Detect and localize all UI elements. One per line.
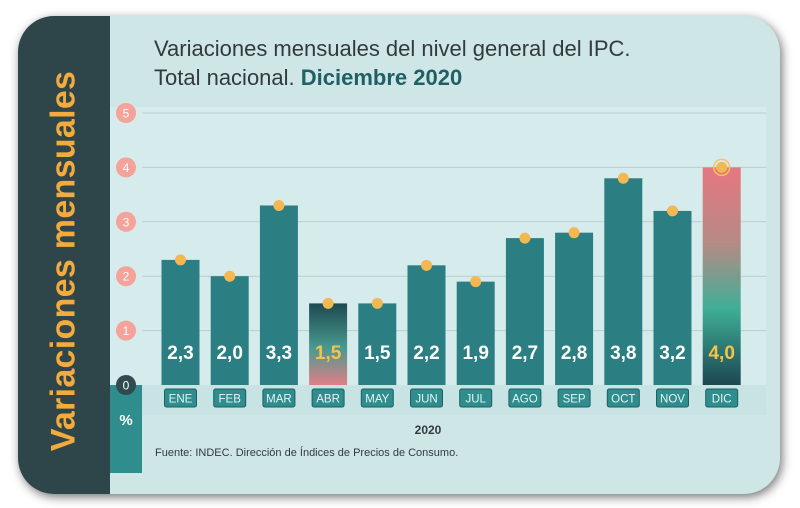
marker-dot xyxy=(568,227,580,239)
month-box xyxy=(606,388,640,408)
month-box xyxy=(557,388,591,408)
y-tick-label: 4 xyxy=(123,161,130,175)
marker-dot xyxy=(470,276,482,288)
x-tick-label: FEB xyxy=(219,394,242,406)
y-tick-label: 3 xyxy=(123,215,130,229)
value-label: 4,0 xyxy=(708,343,734,364)
bar-nov xyxy=(653,210,692,385)
bar-jun xyxy=(407,265,446,385)
x-tick-label: OCT xyxy=(611,394,635,406)
x-tick-label: AGO xyxy=(512,394,538,406)
month-box xyxy=(262,388,296,408)
bar-abr xyxy=(309,303,348,385)
marker-dot xyxy=(421,259,432,271)
bar-oct xyxy=(604,178,643,385)
value-label: 2,0 xyxy=(216,343,242,364)
marker-dot xyxy=(224,270,236,282)
y-tick-label: 0 xyxy=(123,379,130,393)
value-label: 1,5 xyxy=(315,343,342,364)
value-label: 1,9 xyxy=(462,343,488,364)
chart-title-line1: Variaciones mensuales del nivel general … xyxy=(154,36,631,61)
chart-title-line2-date: Diciembre 2020 xyxy=(300,65,463,90)
value-label: 2,3 xyxy=(167,343,193,364)
value-label: 3,3 xyxy=(266,343,292,364)
bar-mar xyxy=(259,205,298,385)
month-box xyxy=(213,388,247,408)
y-tick-bubble xyxy=(116,157,136,178)
x-tick-label: MAY xyxy=(365,394,389,406)
value-label: 2,2 xyxy=(413,343,439,364)
value-label: 2,7 xyxy=(512,343,538,364)
x-tick-label: JUL xyxy=(465,394,486,406)
marker-dot xyxy=(617,172,629,184)
marker-dot xyxy=(667,205,678,217)
month-box xyxy=(311,388,345,408)
bar-ago xyxy=(505,238,544,385)
bar-chart: % 0 1 2 3 4 5 2,3 ENE 2,0 FEB 3,3 MAR 1,5 ABR 1,5 MAY 2,2… xyxy=(110,103,766,473)
sidebar-panel: Variaciones mensuales xyxy=(18,16,110,494)
month-box xyxy=(164,388,197,408)
marker-dot xyxy=(175,254,186,266)
value-label: 3,2 xyxy=(659,343,685,364)
month-box xyxy=(656,388,689,408)
y-tick-label: 1 xyxy=(123,324,130,338)
x-axis-label: 2020 xyxy=(415,423,442,437)
bar-sep xyxy=(555,232,594,385)
value-label: 3,8 xyxy=(610,343,636,364)
chart-title-line2-prefix: Total nacional. xyxy=(154,65,295,90)
month-box xyxy=(705,388,739,408)
x-tick-label: ABR xyxy=(316,394,340,406)
y-tick-bubble xyxy=(116,320,136,341)
y-unit-label: % xyxy=(119,412,132,429)
source-note: Fuente: INDEC. Dirección de Índices de P… xyxy=(155,447,459,459)
bar-feb xyxy=(210,276,249,385)
y-tick-bubble xyxy=(116,103,136,123)
x-tick-label: DIC xyxy=(712,394,732,406)
x-tick-label: JUN xyxy=(415,394,437,406)
chart-title: Variaciones mensuales del nivel general … xyxy=(154,34,631,92)
x-tick-label: ENE xyxy=(169,394,193,406)
marker-dot xyxy=(716,161,728,173)
marker-dot xyxy=(273,199,285,211)
bar-may xyxy=(358,303,397,385)
month-box xyxy=(459,388,493,408)
marker-dot xyxy=(322,297,334,309)
y-tick-bubble xyxy=(116,266,136,287)
x-tick-label: MAR xyxy=(266,394,292,406)
month-box xyxy=(360,388,394,408)
value-label: 2,8 xyxy=(561,343,587,364)
month-box xyxy=(508,388,542,408)
y-tick-bubble xyxy=(116,375,136,395)
unit-column xyxy=(110,385,142,473)
x-tick-label: NOV xyxy=(660,394,685,406)
bar-jul xyxy=(456,281,495,385)
month-box xyxy=(410,388,443,408)
marker-ring-dic xyxy=(712,158,731,177)
marker-dot xyxy=(519,232,531,244)
value-label: 1,5 xyxy=(364,343,391,364)
y-tick-label: 5 xyxy=(123,107,130,121)
y-tick-bubble xyxy=(116,211,136,232)
bar-ene xyxy=(161,259,200,385)
x-tick-label: SEP xyxy=(563,394,586,406)
chart-card: Variaciones mensuales Variaciones mensua… xyxy=(18,16,780,494)
y-tick-label: 2 xyxy=(123,270,130,284)
marker-dot xyxy=(371,297,383,309)
bar-dic xyxy=(702,167,741,385)
